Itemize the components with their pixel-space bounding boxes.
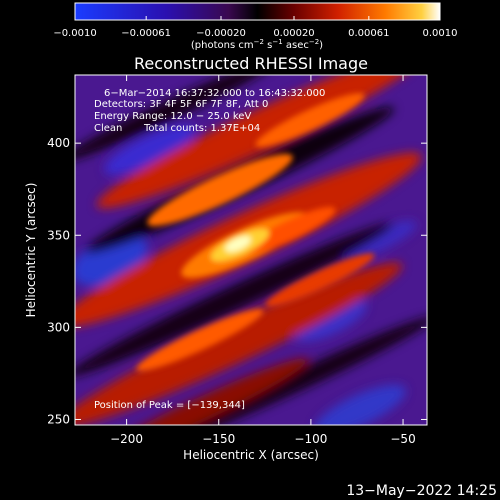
detectors-text: Detectors: 3F 4F 5F 6F 7F 8F, Att 0 [94, 99, 268, 110]
y-tick-label: 300 [47, 320, 70, 334]
colorbar-unit-label: (photons cm−2 s−1 asec−2) [191, 38, 323, 51]
y-axis-label: Heliocentric Y (arcsec) [24, 183, 38, 318]
rhessi-image [75, 75, 427, 425]
x-tick-label: −100 [294, 432, 327, 446]
peak-position-text: Position of Peak = [−139,344] [94, 400, 245, 411]
generation-date: 13−May−2022 14:25 [346, 483, 497, 499]
axis-ticks: −200 −150 −100 −50 250 300 350 400 [47, 75, 427, 446]
colorbar-tick-label: 0.0010 [423, 28, 458, 39]
y-tick-label: 400 [47, 136, 70, 150]
info-block: 6−Mar−2014 16:37:32.000 to 16:43:32.000 … [94, 88, 325, 411]
colorbar-tick-label: 0.00020 [273, 28, 314, 39]
x-axis-label: Heliocentric X (arcsec) [183, 448, 319, 462]
colorbar [74, 2, 441, 21]
colorbar-ticks: −0.0010 −0.00061 −0.00020 0.00020 0.00061 0.0… [53, 16, 458, 39]
colorbar-tick-label: −0.00020 [196, 28, 246, 39]
energy-range-text: Energy Range: 12.0 − 25.0 keV [94, 111, 251, 122]
total-counts-text: Total counts: 1.37E+04 [143, 123, 260, 134]
plot-frame [74, 74, 428, 426]
y-tick-label: 350 [47, 228, 70, 242]
x-tick-label: −200 [110, 432, 143, 446]
colorbar-tick-label: −0.0010 [53, 28, 96, 39]
x-tick-label: −50 [390, 432, 415, 446]
colorbar-tick-label: 0.00061 [348, 28, 389, 39]
clean-text: Clean [94, 123, 122, 134]
colorbar-tick-label: −0.00061 [121, 28, 171, 39]
plot-title: Reconstructed RHESSI Image [134, 54, 368, 73]
x-tick-label: −150 [202, 432, 235, 446]
time-range-text: 6−Mar−2014 16:37:32.000 to 16:43:32.000 [104, 88, 325, 99]
y-tick-label: 250 [47, 412, 70, 426]
